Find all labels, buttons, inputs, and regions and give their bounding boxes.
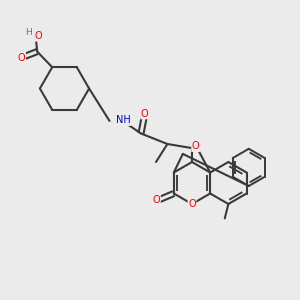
Text: O: O — [153, 195, 160, 205]
Text: NH: NH — [116, 115, 131, 125]
Text: O: O — [35, 31, 43, 41]
Text: O: O — [18, 52, 26, 63]
Text: H: H — [25, 28, 32, 38]
Text: O: O — [188, 199, 196, 209]
Text: O: O — [141, 109, 148, 119]
Text: O: O — [192, 141, 200, 152]
